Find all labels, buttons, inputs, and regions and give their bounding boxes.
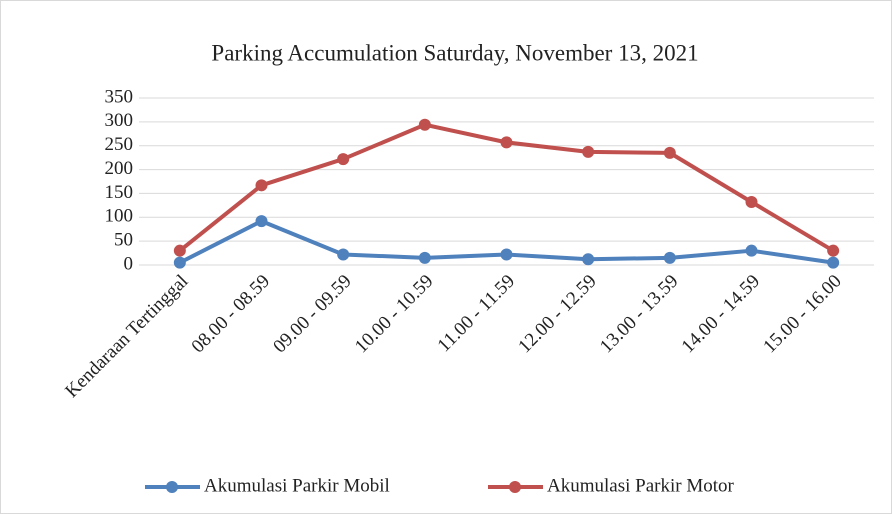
y-tick-label: 200 bbox=[105, 158, 134, 179]
chart-title: Parking Accumulation Saturday, November … bbox=[211, 40, 698, 65]
data-point bbox=[745, 244, 758, 257]
legend-marker bbox=[509, 481, 521, 493]
data-point bbox=[173, 244, 186, 257]
data-point bbox=[337, 248, 350, 261]
data-point bbox=[582, 253, 595, 266]
data-point bbox=[827, 244, 840, 257]
data-point bbox=[500, 248, 513, 261]
data-point bbox=[173, 256, 186, 269]
legend-label: Akumulasi Parkir Motor bbox=[547, 475, 734, 496]
data-point bbox=[255, 215, 268, 228]
data-point bbox=[255, 179, 268, 192]
y-tick-label: 50 bbox=[114, 230, 133, 251]
data-point bbox=[337, 153, 350, 166]
data-point bbox=[663, 251, 676, 264]
data-point bbox=[418, 251, 431, 264]
data-point bbox=[663, 146, 676, 159]
data-point bbox=[582, 145, 595, 158]
legend-marker bbox=[166, 481, 178, 493]
y-tick-label: 0 bbox=[124, 253, 134, 274]
y-tick-label: 150 bbox=[105, 182, 134, 203]
legend-label: Akumulasi Parkir Mobil bbox=[204, 475, 390, 496]
y-tick-label: 250 bbox=[105, 134, 134, 155]
data-point bbox=[500, 136, 513, 149]
y-tick-label: 300 bbox=[105, 110, 134, 131]
data-point bbox=[745, 196, 758, 209]
data-point bbox=[418, 118, 431, 131]
y-tick-label: 350 bbox=[105, 86, 134, 107]
data-point bbox=[827, 256, 840, 269]
y-tick-label: 100 bbox=[105, 206, 134, 227]
